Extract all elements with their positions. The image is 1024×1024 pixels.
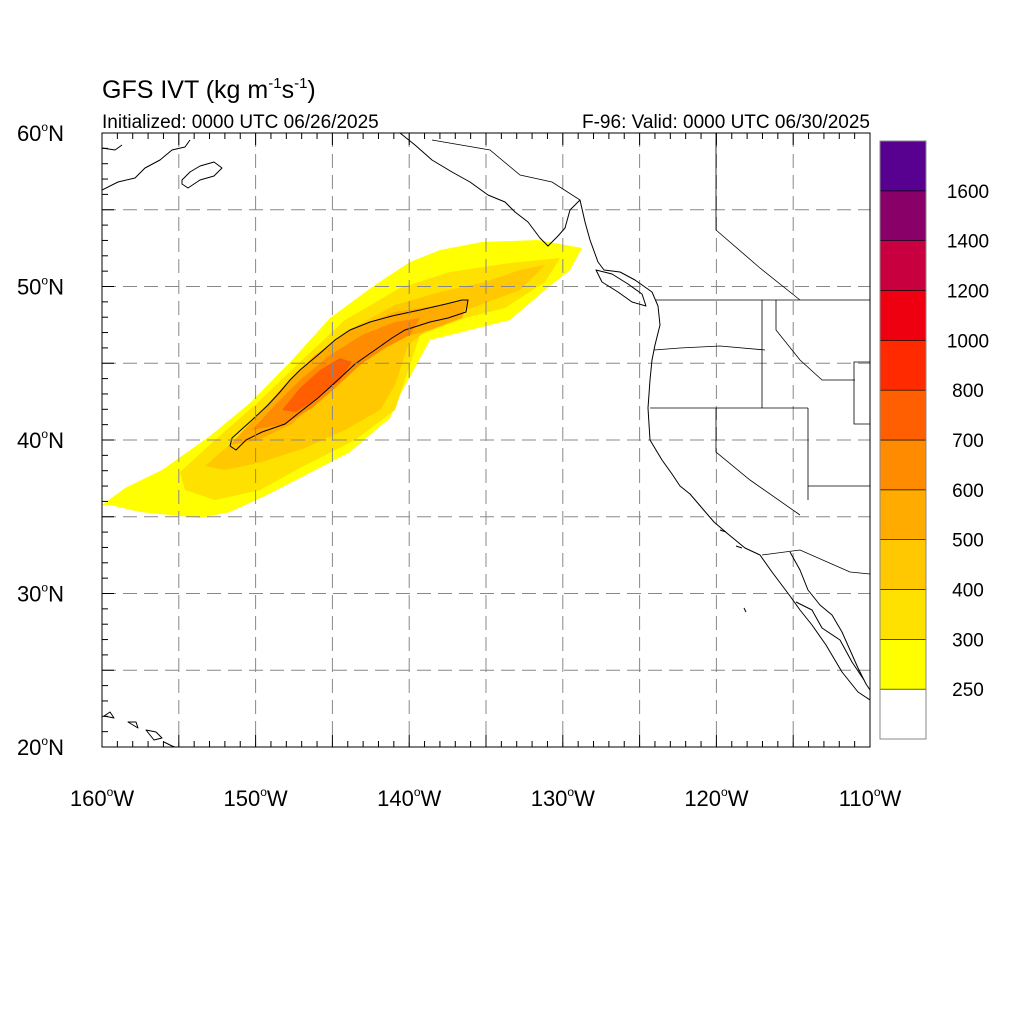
lon-label: 120oW [684,785,748,811]
colorbar-label: 1400 [947,232,989,253]
map-panel [101,132,871,748]
colorbar-swatch [879,140,927,192]
lon-label: 150oW [224,785,288,811]
colorbar-label: 300 [952,630,984,651]
colorbar-label: 1600 [947,182,989,203]
state-borders [431,133,870,575]
colorbar-label: 400 [952,581,984,602]
lon-label: 160oW [70,785,134,811]
axis-ticks [101,132,871,748]
washington-oregon-border [653,345,766,351]
ivt-contour-line [229,299,469,451]
colorbar-label: 1200 [947,282,989,303]
longitude-labels: 160oW 150oW 140oW 130oW 120oW 110oW [70,785,902,811]
latitude-labels: 60oN 50oN 40oN 30oN 20oN [17,120,64,760]
idaho-border [761,300,855,408]
colorbar-swatch [879,240,927,291]
vancouver-island [595,269,647,307]
colorbar-swatch [879,290,927,341]
utah-nevada-border [807,408,870,500]
alaska-canada-border [431,139,581,201]
lon-label: 130oW [531,785,595,811]
channel-islands [719,529,747,613]
colorbar-label: 250 [952,680,984,701]
colorbar-label: 500 [952,531,984,552]
lat-label: 60oN [17,120,64,146]
nevada-california-border [715,408,801,516]
colorbar-label: 700 [952,431,984,452]
colorbar-swatch [879,439,927,491]
colorbar-frame [879,140,927,740]
subtitle-valid-time: F-96: Valid: 0000 UTC 06/30/2025 [582,112,870,133]
montana-border [715,133,870,425]
us-mexico-border [761,549,870,575]
lat-label: 20oN [17,734,64,760]
lat-label: 30oN [17,581,64,607]
gulf-california-coast [795,601,865,681]
colorbar-swatch [879,688,927,740]
lat-label: 40oN [17,427,64,453]
subtitle-initialized: Initialized: 0000 UTC 06/26/2025 [102,112,379,133]
lon-label: 140oW [377,785,441,811]
colorbar-swatch [879,639,927,690]
colorbar-label: 800 [952,381,984,402]
colorbar-swatch [879,489,927,540]
baja-california-coast [789,551,870,691]
colorbar-swatch [879,389,927,441]
kodiak-island-coast [181,161,223,189]
ivt-fill-700-800 [282,358,352,412]
colorbar-swatch [879,539,927,590]
colorbar-label: 1000 [947,331,989,352]
lat-label: 50oN [17,274,64,300]
lon-label: 110oW [839,785,902,811]
chart-title: GFS IVT (kg m-1s-1) [102,75,316,104]
colorbar: 250 300 400 500 600 700 800 1000 1200 1400 1600 [879,140,989,740]
colorbar-swatch [879,340,927,391]
colorbar-swatch [879,589,927,640]
gulf-alaska-coast [399,133,870,701]
colorbar-swatch [879,190,927,241]
colorbar-label: 600 [952,481,984,502]
hawaii-islands [103,711,176,747]
